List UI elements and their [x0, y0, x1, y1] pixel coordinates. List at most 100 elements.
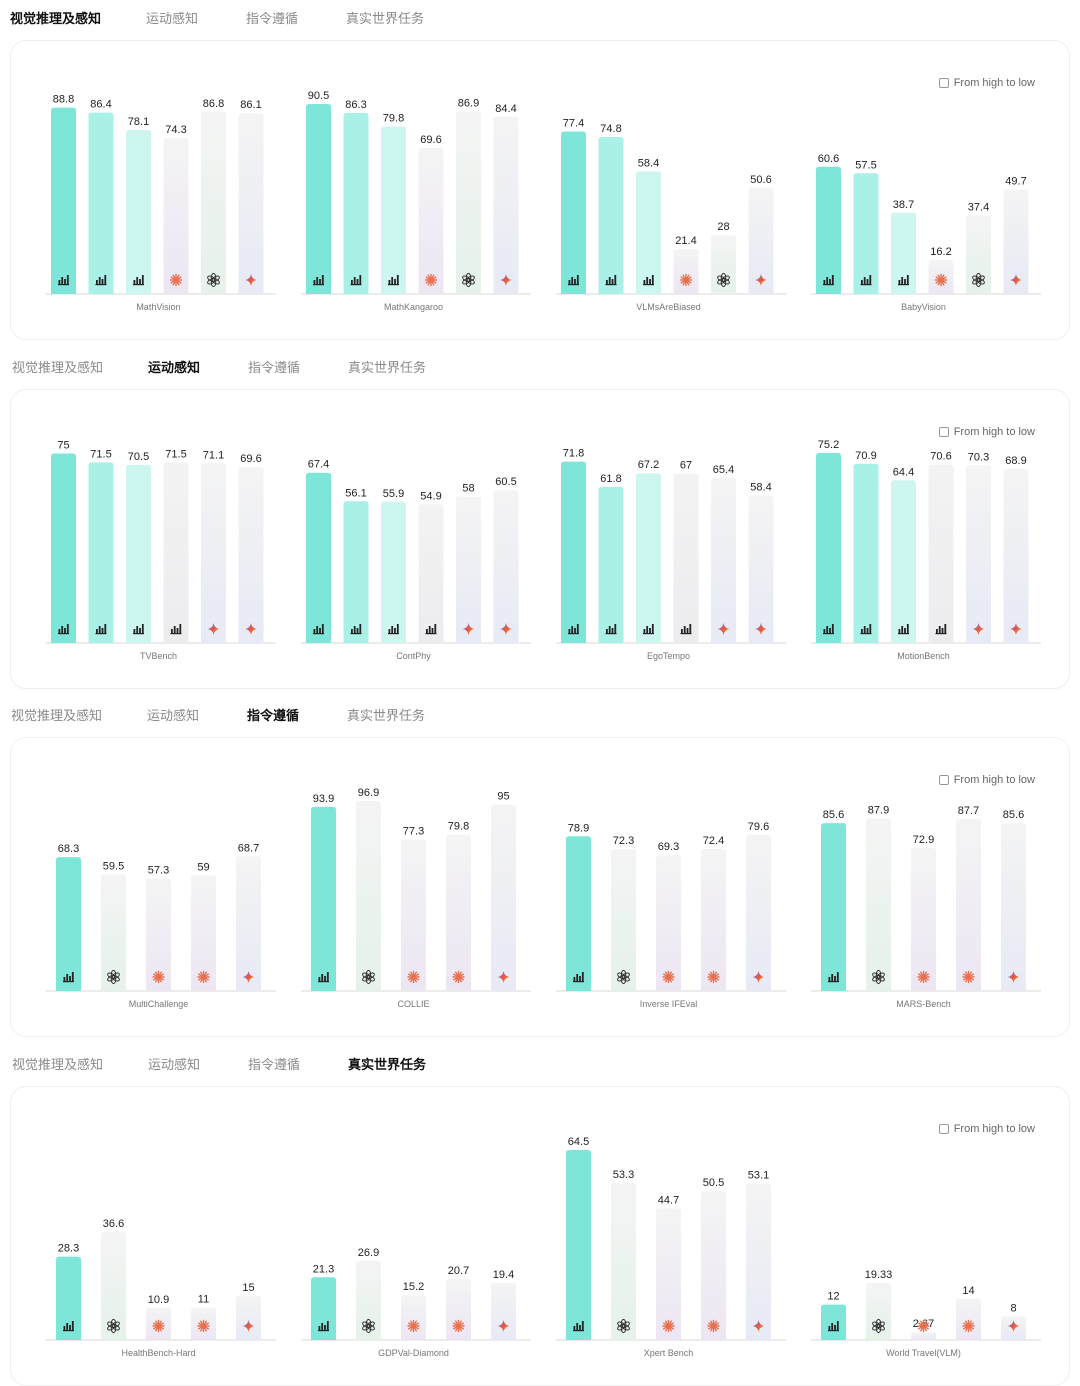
bar[interactable] [636, 171, 661, 294]
bar[interactable] [911, 848, 936, 991]
bar[interactable] [701, 1191, 726, 1340]
tab-real-world-tasks[interactable]: 真实世界任务 [348, 361, 427, 376]
bar[interactable] [306, 104, 331, 294]
bar[interactable] [51, 453, 76, 643]
bar[interactable] [491, 1282, 516, 1340]
bar[interactable] [306, 472, 331, 643]
bar[interactable] [701, 849, 726, 991]
bar[interactable] [381, 501, 406, 643]
bar[interactable] [163, 138, 189, 294]
bar[interactable] [311, 806, 336, 991]
bar[interactable] [928, 464, 954, 643]
bar[interactable] [866, 1283, 891, 1340]
bar[interactable] [201, 111, 226, 294]
checkbox-icon[interactable] [938, 775, 949, 785]
tab-visual-reasoning[interactable]: 视觉推理及感知 [12, 361, 104, 376]
bar[interactable] [673, 249, 699, 294]
tab-instruction-following[interactable]: 指令遵循 [247, 709, 300, 724]
bar[interactable] [611, 849, 636, 991]
bar[interactable] [891, 212, 916, 294]
bar[interactable] [611, 1182, 636, 1340]
bar[interactable] [88, 112, 114, 295]
bar[interactable] [746, 1183, 771, 1340]
bar[interactable] [821, 1304, 846, 1340]
tab-real-world-tasks[interactable]: 真实世界任务 [346, 12, 425, 27]
bar[interactable] [56, 1256, 81, 1340]
checkbox-icon[interactable] [938, 78, 949, 88]
bar[interactable] [911, 1332, 936, 1340]
sort-toggle[interactable]: From high to low [938, 426, 1035, 438]
bar[interactable] [101, 1232, 126, 1340]
tab-real-world-tasks[interactable]: 真实世界任务 [348, 1058, 427, 1073]
bar[interactable] [446, 1279, 471, 1340]
bar[interactable] [656, 855, 681, 991]
bar[interactable] [163, 462, 189, 643]
tab-motion-perception[interactable]: 运动感知 [148, 361, 201, 376]
bar[interactable] [1003, 189, 1029, 294]
bar[interactable] [748, 495, 774, 643]
bar[interactable] [456, 111, 481, 294]
sort-toggle[interactable]: From high to low [938, 774, 1035, 786]
bar[interactable] [566, 836, 591, 991]
bar[interactable] [146, 878, 171, 991]
bar[interactable] [201, 463, 226, 643]
bar[interactable] [311, 1277, 336, 1340]
bar[interactable] [1001, 823, 1026, 991]
tab-instruction-following[interactable]: 指令遵循 [248, 1058, 301, 1073]
bar[interactable] [101, 874, 126, 991]
bar[interactable] [446, 834, 471, 991]
bar[interactable] [126, 464, 151, 643]
bar[interactable] [711, 235, 736, 294]
bar[interactable] [418, 147, 444, 294]
bar[interactable] [1003, 468, 1029, 643]
tab-instruction-following[interactable]: 指令遵循 [248, 361, 301, 376]
bar[interactable] [88, 462, 114, 643]
bar[interactable] [236, 856, 261, 991]
bar[interactable] [673, 473, 699, 643]
bar[interactable] [236, 1295, 261, 1340]
bar[interactable] [598, 486, 624, 643]
bar[interactable] [816, 166, 841, 294]
checkbox-icon[interactable] [938, 1124, 949, 1134]
tab-real-world-tasks[interactable]: 真实世界任务 [347, 709, 426, 724]
tab-motion-perception[interactable]: 运动感知 [148, 1058, 201, 1073]
bar[interactable] [238, 467, 264, 643]
bar[interactable] [636, 473, 661, 643]
bar[interactable] [356, 1260, 381, 1340]
bar[interactable] [56, 857, 81, 991]
bar[interactable] [746, 834, 771, 991]
sort-toggle[interactable]: From high to low [938, 77, 1035, 89]
bar[interactable] [966, 215, 991, 294]
bar[interactable] [598, 136, 624, 294]
bar[interactable] [238, 113, 264, 294]
bar[interactable] [656, 1208, 681, 1340]
bar[interactable] [816, 453, 841, 643]
bar[interactable] [126, 130, 151, 294]
bar[interactable] [493, 116, 519, 294]
bar[interactable] [343, 112, 369, 294]
bar[interactable] [343, 501, 369, 643]
bar[interactable] [356, 801, 381, 991]
bar[interactable] [51, 107, 76, 294]
bar[interactable] [191, 875, 216, 991]
bar[interactable] [891, 480, 916, 643]
bar[interactable] [966, 465, 991, 643]
bar[interactable] [748, 187, 774, 294]
tab-visual-reasoning[interactable]: 视觉推理及感知 [10, 12, 102, 27]
bar[interactable] [853, 463, 879, 643]
bar[interactable] [956, 819, 981, 991]
checkbox-icon[interactable] [938, 427, 949, 437]
bar[interactable] [456, 496, 481, 643]
bar[interactable] [561, 461, 586, 643]
tab-visual-reasoning[interactable]: 视觉推理及感知 [12, 1058, 104, 1073]
bar[interactable] [821, 823, 846, 991]
bar[interactable] [401, 1295, 426, 1340]
bar[interactable] [561, 131, 586, 294]
bar[interactable] [401, 839, 426, 991]
tab-motion-perception[interactable]: 运动感知 [147, 709, 200, 724]
tab-motion-perception[interactable]: 运动感知 [146, 12, 199, 27]
bar[interactable] [566, 1150, 591, 1340]
bar[interactable] [493, 490, 519, 643]
bar[interactable] [853, 173, 879, 294]
bar[interactable] [491, 804, 516, 991]
